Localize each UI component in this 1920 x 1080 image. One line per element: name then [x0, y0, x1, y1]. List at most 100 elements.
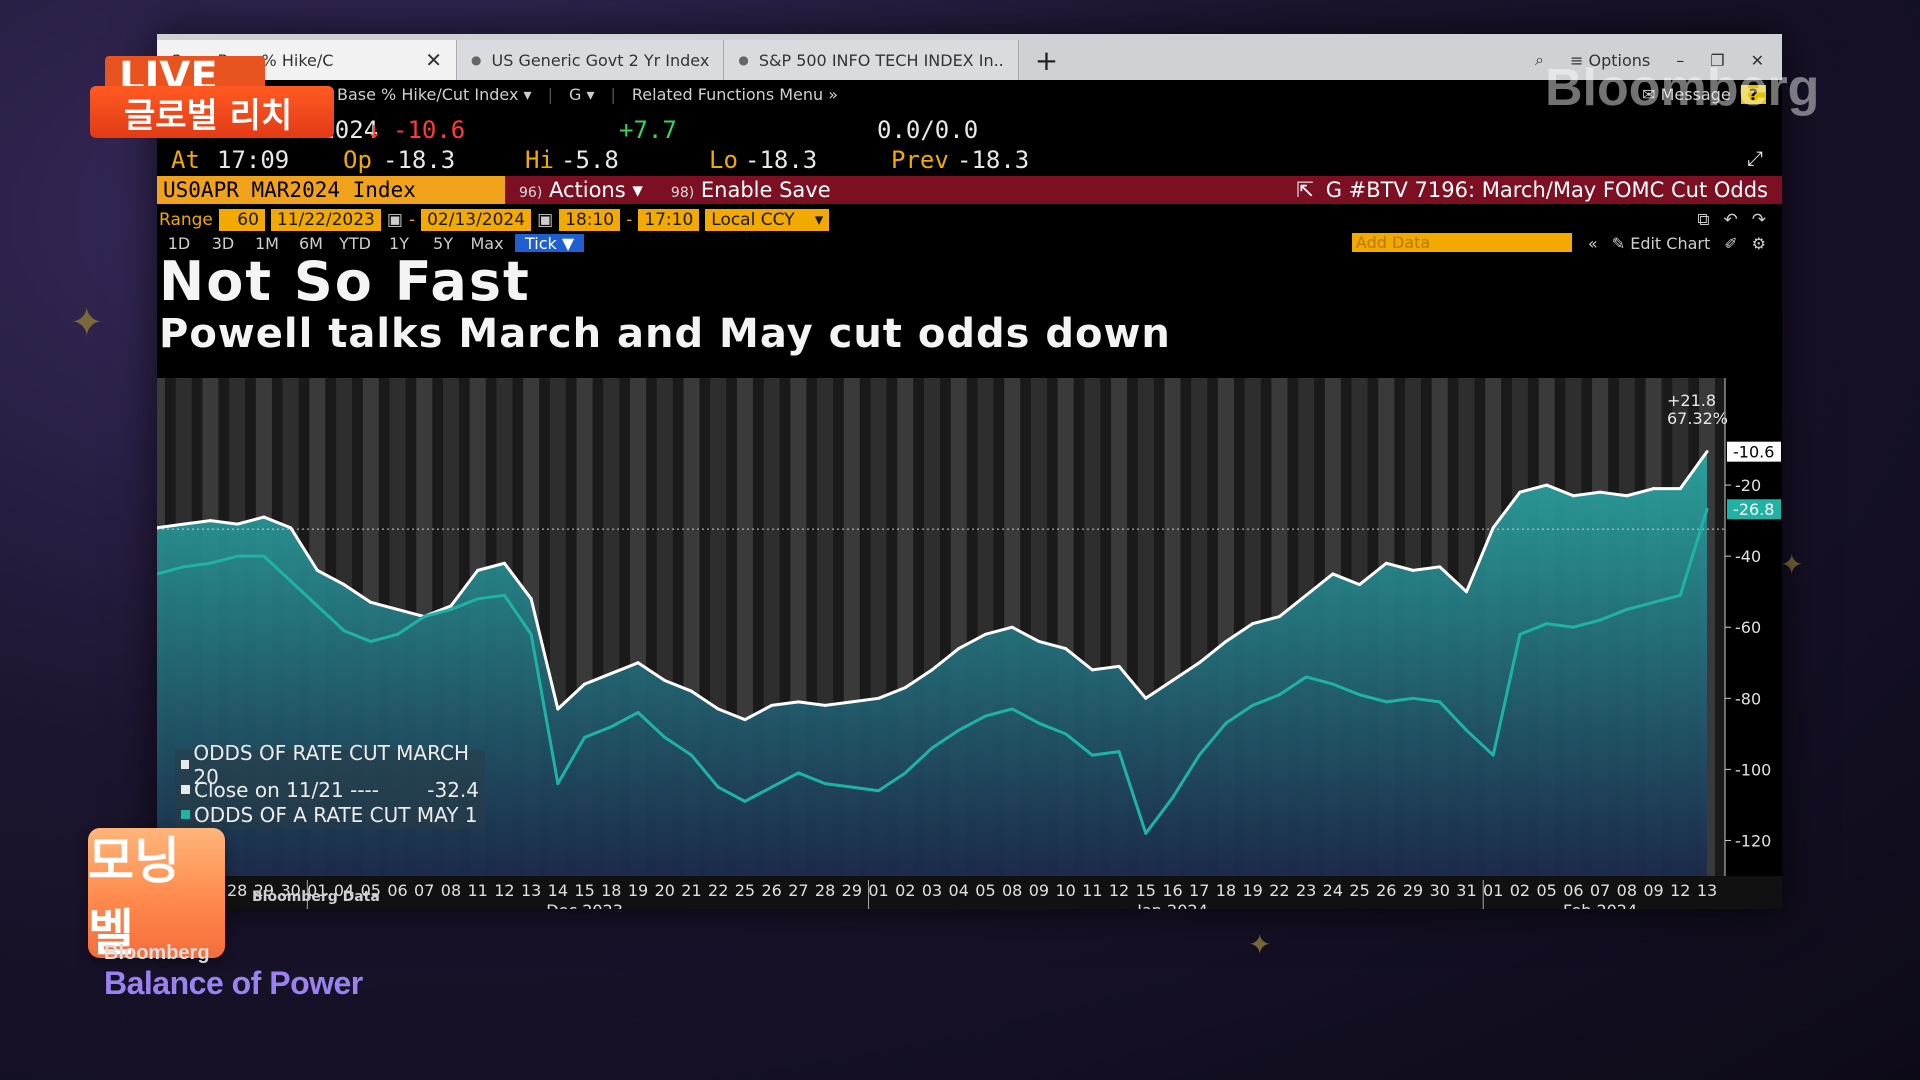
data-point-march [502, 561, 506, 565]
start-time-field[interactable]: 18:10 [559, 209, 621, 231]
close-window-icon[interactable]: ✕ [1750, 50, 1764, 70]
prev-value: -18.3 [957, 146, 1030, 174]
period-5y[interactable]: 5Y [433, 233, 453, 253]
range-row-right: ⧉ ↶ ↷ [1697, 210, 1782, 230]
data-point-march [877, 696, 881, 700]
function-menu-g[interactable]: G ▾ [568, 84, 595, 104]
y-tick-label: -20 [1735, 476, 1761, 495]
add-data-input[interactable]: Add Data [1351, 233, 1572, 253]
period-6m[interactable]: 6M [299, 233, 323, 253]
undo-icon[interactable]: ↶ [1723, 210, 1738, 230]
message-button[interactable]: ✉ Message [1642, 84, 1731, 104]
data-point-march [449, 604, 453, 608]
related-functions-menu[interactable]: Related Functions Menu » [631, 84, 839, 104]
line-chart: -20 -40 -60 -80 -100 -120 -10.6 -26.8 +21.867.32… [157, 378, 1782, 909]
window-controls: ⌕ ≡ Options – ❐ ✕ [1535, 40, 1782, 80]
collapse-icon[interactable]: « [1587, 233, 1598, 253]
period-1m[interactable]: 1M [255, 233, 279, 253]
data-point-may [1438, 700, 1442, 704]
enable-save-button[interactable]: 98) Enable Save [657, 178, 845, 202]
search-icon[interactable]: ⌕ [1535, 50, 1545, 69]
y-tick-label: -80 [1735, 689, 1761, 708]
data-point-march [1197, 661, 1201, 665]
currency-select[interactable]: Local CCY ▾ [705, 209, 830, 231]
time-dash: - [626, 210, 633, 230]
calendar-icon[interactable]: ▣ [537, 210, 554, 230]
tab-sp500-info-tech[interactable]: ● S&P 500 INFO TECH INDEX In.. [724, 40, 1019, 80]
restore-icon[interactable]: ❐ [1710, 50, 1725, 70]
data-point-may [556, 782, 560, 786]
x-tick-label: 02 [1510, 881, 1530, 900]
data-point-may [1491, 753, 1495, 757]
last-change-value: -10.6 [393, 116, 466, 144]
data-point-may [877, 789, 881, 793]
x-tick-label: 11 [1082, 881, 1102, 900]
period-3d[interactable]: 3D [211, 233, 235, 253]
chart-reference-label: G #BTV 7196: March/May FOMC Cut Odds [1325, 178, 1768, 202]
annotate-icon[interactable]: ✐ [1724, 233, 1738, 253]
chart-area[interactable]: -20 -40 -60 -80 -100 -120 -10.6 -26.8 +21.8 67.32… [157, 378, 1782, 909]
add-tab-button[interactable]: + [1034, 43, 1059, 77]
data-point-march [1384, 561, 1388, 565]
data-point-march [770, 703, 774, 707]
data-point-may [182, 565, 186, 569]
period-max[interactable]: Max [470, 233, 504, 253]
data-point-may [1571, 625, 1575, 629]
redo-icon[interactable]: ↷ [1751, 210, 1766, 230]
calendar-icon[interactable]: ▣ [386, 210, 403, 230]
range-label: Range [159, 210, 213, 230]
actions-number: 96) [519, 185, 543, 201]
start-date-field[interactable]: 11/22/2023 [270, 209, 381, 231]
period-1y[interactable]: 1Y [389, 233, 409, 253]
chart-legend: ODDS OF RATE CUT MARCH 20 Close on 11/21… [175, 741, 485, 829]
data-point-march [1064, 647, 1068, 651]
x-tick-label: 29 [1403, 881, 1423, 900]
edit-chart-button[interactable]: ✎ Edit Chart [1611, 233, 1711, 253]
data-point-may [476, 597, 480, 601]
x-tick-label: 29 [254, 881, 274, 900]
x-tick-label: 04 [949, 881, 969, 900]
show-name-badge: 글로벌 리치 [90, 86, 334, 138]
source-label: Bloomberg Data [252, 889, 380, 905]
data-point-may [583, 735, 587, 739]
data-point-may [157, 572, 159, 576]
actions-menu[interactable]: 96) Actions ▾ [519, 178, 643, 202]
x-group-label: Feb 2024 [1563, 901, 1637, 909]
data-point-march [1224, 639, 1228, 643]
range-period-field[interactable]: 60 [218, 209, 265, 231]
minimize-icon[interactable]: – [1676, 50, 1685, 70]
end-time-field[interactable]: 17:10 [638, 209, 700, 231]
x-tick-label: 28 [815, 881, 835, 900]
period-1d[interactable]: 1D [167, 233, 191, 253]
data-point-march [1678, 487, 1682, 491]
data-point-march [369, 600, 373, 604]
chart-reference[interactable]: ⇱ G #BTV 7196: March/May FOMC Cut Odds [1296, 178, 1782, 202]
legend-value: -32.4 [427, 777, 479, 802]
data-point-may [1090, 753, 1094, 757]
end-date-field[interactable]: 02/13/2024 [421, 209, 532, 231]
tick-dropdown[interactable]: Tick ▼ [515, 233, 585, 253]
x-tick-label: 05 [975, 881, 995, 900]
x-tick-label: 28 [227, 881, 247, 900]
expand-icon[interactable]: ⤢ [1747, 146, 1763, 170]
close-tab-icon[interactable]: ✕ [425, 48, 442, 72]
background-sparkle-icon: ✦ [1780, 549, 1804, 580]
help-icon[interactable]: ? [1740, 84, 1766, 104]
options-menu[interactable]: ≡ Options [1570, 50, 1651, 70]
x-tick-label: 21 [681, 881, 701, 900]
tab-us-generic-govt[interactable]: ● US Generic Govt 2 Yr Index [457, 40, 725, 80]
last-value-label: +21.8 [1667, 391, 1716, 410]
x-tick-label: 06 [1563, 881, 1583, 900]
snapshot-icon[interactable]: ⧉ [1697, 210, 1710, 230]
security-ticker-input[interactable]: US0APR MAR2024 Index [157, 176, 505, 204]
gear-icon[interactable]: ⚙ [1751, 233, 1766, 253]
external-link-icon[interactable]: ⇱ [1296, 178, 1314, 202]
x-tick-label: 30 [1430, 881, 1450, 900]
range-dash: - [408, 210, 416, 230]
period-row-right: « ✎ Edit Chart ✐ ⚙ [1572, 234, 1782, 253]
security-menu[interactable]: Base % Hike/Cut Index ▾ [337, 84, 532, 104]
data-point-may [1010, 707, 1014, 711]
data-point-march [957, 647, 961, 651]
period-ytd[interactable]: YTD [339, 233, 371, 253]
x-tick-label: 30 [280, 881, 300, 900]
